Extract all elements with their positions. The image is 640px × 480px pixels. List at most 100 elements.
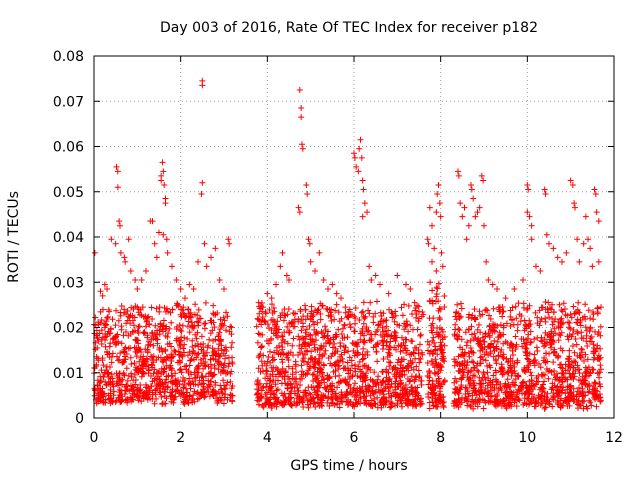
data-point bbox=[542, 329, 549, 336]
data-point bbox=[288, 321, 295, 328]
data-point bbox=[543, 231, 550, 238]
data-point bbox=[346, 354, 353, 361]
data-point bbox=[432, 346, 439, 353]
data-point bbox=[142, 323, 149, 330]
data-point bbox=[104, 369, 111, 376]
data-point bbox=[114, 380, 121, 387]
data-point bbox=[298, 395, 305, 402]
data-point bbox=[413, 314, 420, 321]
data-point bbox=[308, 397, 315, 404]
data-point bbox=[374, 341, 381, 348]
data-point bbox=[114, 331, 121, 338]
data-point bbox=[351, 393, 358, 400]
data-point bbox=[227, 323, 234, 330]
data-point bbox=[199, 391, 206, 398]
data-point bbox=[507, 313, 514, 320]
data-point bbox=[162, 347, 169, 354]
data-point bbox=[339, 392, 346, 399]
data-point bbox=[560, 319, 567, 326]
data-point bbox=[481, 222, 487, 229]
data-point bbox=[558, 307, 565, 314]
data-point bbox=[121, 254, 128, 261]
data-point bbox=[118, 303, 125, 310]
data-point bbox=[528, 222, 535, 229]
data-point bbox=[321, 362, 328, 369]
data-point bbox=[407, 322, 414, 329]
data-point bbox=[283, 272, 290, 279]
data-point bbox=[122, 387, 129, 394]
data-point bbox=[531, 351, 538, 358]
data-point bbox=[151, 240, 158, 247]
data-point bbox=[127, 267, 134, 274]
data-point bbox=[355, 350, 362, 357]
data-point bbox=[494, 322, 501, 329]
data-point bbox=[521, 327, 528, 334]
data-point bbox=[263, 367, 270, 374]
data-point bbox=[114, 168, 121, 175]
data-point bbox=[333, 290, 340, 297]
data-point bbox=[542, 318, 549, 325]
data-point bbox=[269, 388, 276, 395]
data-point bbox=[385, 290, 392, 297]
data-point bbox=[589, 309, 596, 316]
data-point bbox=[264, 396, 271, 403]
data-point bbox=[260, 304, 266, 311]
data-point bbox=[218, 386, 225, 393]
data-point bbox=[524, 355, 531, 362]
y-tick-label: 0.07 bbox=[53, 94, 84, 110]
data-point bbox=[174, 387, 181, 394]
data-point bbox=[255, 330, 262, 337]
data-point bbox=[485, 276, 492, 283]
data-point bbox=[188, 371, 195, 378]
data-point bbox=[189, 399, 196, 406]
data-point bbox=[331, 316, 338, 323]
data-point bbox=[262, 319, 269, 326]
data-point bbox=[203, 263, 210, 270]
data-point bbox=[299, 368, 306, 375]
data-point bbox=[153, 254, 160, 261]
data-point bbox=[573, 341, 580, 348]
data-point bbox=[503, 355, 510, 362]
data-point bbox=[229, 398, 236, 405]
data-point bbox=[582, 372, 589, 379]
data-point bbox=[149, 378, 156, 385]
data-point bbox=[315, 360, 322, 367]
data-point bbox=[227, 378, 234, 385]
data-point bbox=[368, 387, 375, 394]
y-tick-label: 0.04 bbox=[53, 230, 84, 246]
data-point bbox=[540, 343, 547, 350]
data-point bbox=[514, 391, 521, 398]
data-point bbox=[187, 357, 194, 364]
data-point bbox=[295, 352, 302, 359]
data-point bbox=[254, 390, 261, 397]
data-point bbox=[393, 391, 400, 398]
data-point bbox=[377, 281, 383, 288]
data-point bbox=[302, 389, 309, 396]
data-point bbox=[168, 343, 175, 350]
data-point bbox=[427, 384, 434, 391]
data-point bbox=[538, 371, 545, 378]
data-point bbox=[189, 337, 196, 344]
data-point bbox=[359, 328, 366, 335]
data-point bbox=[292, 402, 299, 409]
x-axis: 0 2 4 6 8 10 12 bbox=[90, 56, 623, 446]
data-point bbox=[407, 377, 414, 384]
data-point bbox=[292, 358, 299, 365]
data-point bbox=[325, 286, 331, 293]
data-point bbox=[394, 272, 401, 279]
data-point bbox=[411, 299, 418, 306]
data-point bbox=[386, 306, 393, 313]
data-point bbox=[461, 362, 468, 369]
data-point bbox=[518, 383, 525, 390]
data-point bbox=[274, 366, 281, 373]
data-point bbox=[199, 179, 206, 186]
data-point bbox=[406, 351, 413, 358]
data-point bbox=[295, 204, 302, 211]
data-point bbox=[424, 338, 431, 345]
data-point bbox=[587, 315, 594, 322]
data-point bbox=[144, 334, 151, 341]
data-point bbox=[591, 186, 598, 193]
data-point bbox=[144, 396, 151, 403]
data-point bbox=[305, 404, 312, 411]
data-point bbox=[184, 389, 191, 396]
